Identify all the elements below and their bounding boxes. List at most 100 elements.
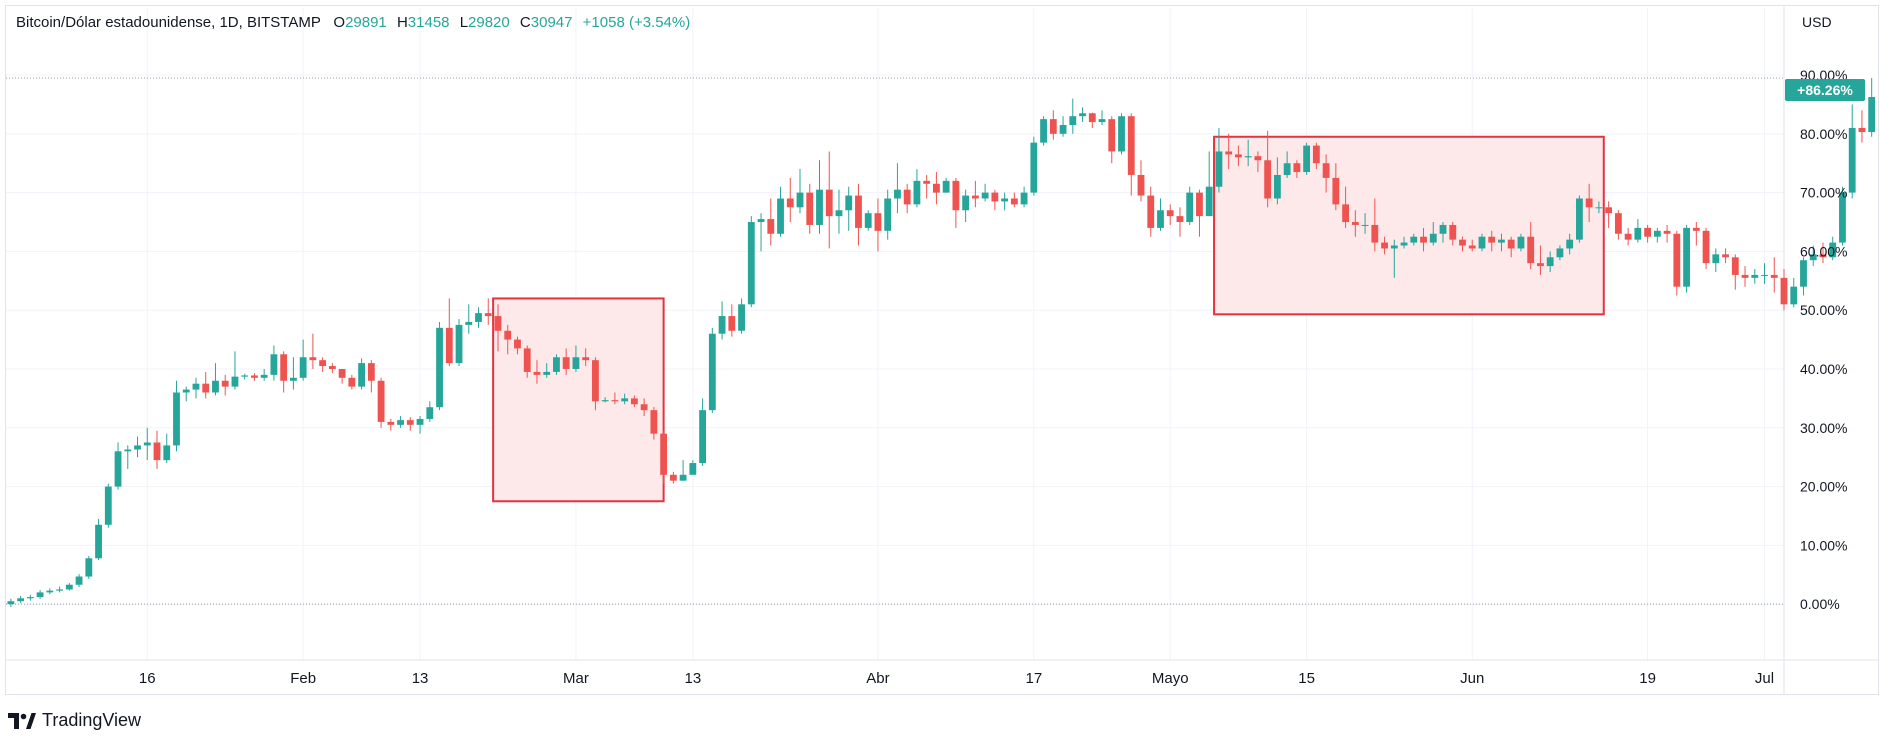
tradingview-icon: [8, 712, 36, 729]
candle-body: [903, 189, 911, 205]
candle-body: [36, 592, 44, 598]
candle-body: [1273, 174, 1281, 199]
candle-body: [1381, 242, 1388, 249]
y-tick-label: 50.00%: [1800, 302, 1847, 318]
candle-body: [699, 410, 706, 464]
candle-body: [1147, 195, 1155, 228]
y-tick-label: 30.00%: [1800, 420, 1847, 436]
candle-body: [26, 597, 34, 599]
candle-body: [1283, 163, 1291, 175]
symbol-label: Bitcoin/Dólar estadounidense, 1D, BITSTA…: [16, 14, 321, 31]
candle-body: [592, 360, 599, 402]
x-tick-label: 17: [1025, 670, 1042, 687]
candle-body: [85, 558, 93, 577]
candle-body: [1293, 163, 1301, 173]
last-value-badge: +86.26%: [1785, 79, 1865, 101]
candle-body: [397, 420, 404, 425]
candle-body: [650, 410, 658, 434]
candle-body: [1420, 236, 1427, 243]
candle-body: [1001, 198, 1009, 202]
candle-body: [328, 366, 336, 369]
candle-body: [1176, 216, 1184, 223]
candle-body: [533, 371, 541, 375]
candle-body: [1459, 239, 1466, 246]
candle-body: [251, 375, 258, 378]
y-tick-label: 10.00%: [1800, 537, 1847, 553]
x-tick-label: 13: [685, 670, 702, 687]
y-tick-label: 40.00%: [1800, 361, 1847, 377]
x-tick-label: Jul: [1755, 670, 1774, 687]
candle-body: [747, 222, 755, 305]
candle-body: [280, 354, 288, 381]
candle-body: [1020, 192, 1028, 205]
x-tick-label: Jun: [1460, 670, 1484, 687]
x-tick-label: 19: [1639, 670, 1656, 687]
currency-label[interactable]: USD: [1802, 14, 1832, 30]
candle-body: [796, 192, 804, 208]
candle-body: [104, 486, 112, 525]
x-tick-label: 15: [1298, 670, 1315, 687]
candle-body: [962, 195, 970, 211]
candle-body: [1498, 239, 1505, 243]
tradingview-logo[interactable]: TradingView: [8, 710, 141, 731]
candle-body: [1858, 127, 1866, 133]
candle-body: [1030, 142, 1038, 193]
candle-body: [1770, 274, 1778, 278]
candle-body: [75, 576, 83, 585]
candle-body: [231, 376, 239, 387]
candle-body: [991, 192, 999, 202]
high-value: 31458: [407, 14, 450, 31]
candle-body: [1673, 233, 1681, 287]
candle-body: [202, 383, 210, 393]
candle-body: [1312, 145, 1320, 164]
candle-body: [1741, 274, 1749, 278]
candle-body: [377, 380, 385, 422]
candle-body: [114, 451, 122, 487]
candle-body: [1585, 198, 1593, 208]
candle-body: [504, 330, 512, 340]
candle-body: [1829, 242, 1837, 258]
candle-body: [1507, 239, 1515, 249]
candle-body: [1751, 274, 1759, 278]
candle-body: [816, 189, 823, 225]
candle-body: [1098, 119, 1106, 123]
candle-body: [484, 313, 492, 317]
candle-body: [806, 192, 814, 225]
candle-body: [660, 433, 668, 475]
candle-body: [1800, 260, 1807, 287]
candle-body: [465, 321, 473, 325]
change-value: +1058 (+3.54%): [582, 14, 691, 31]
candle-body: [163, 445, 171, 461]
candle-body: [1809, 254, 1817, 261]
candle-body: [1361, 224, 1369, 226]
candle-body: [1244, 156, 1252, 158]
candle-body: [1342, 204, 1349, 223]
candle-body: [1215, 151, 1223, 187]
candle-body: [1624, 233, 1632, 240]
candle-body: [1478, 236, 1486, 249]
candle-body: [1868, 97, 1876, 133]
y-tick-label: 70.00%: [1800, 185, 1847, 201]
candle-body: [270, 354, 278, 375]
chart-panel[interactable]: [5, 5, 1879, 695]
candlestick-chart[interactable]: 0.00% 10.00% 20.00% 30.00% 40.00% 50.00% 60.00…: [0, 0, 1880, 700]
y-tick-label: 60.00%: [1800, 243, 1847, 259]
candle-body: [669, 474, 677, 481]
candle-body: [1332, 177, 1340, 205]
candle-body: [416, 418, 424, 425]
candle-body: [1839, 192, 1846, 243]
candle-body: [942, 180, 950, 193]
candle-body: [981, 192, 989, 199]
x-tick-label: 16: [139, 670, 156, 687]
candle-body: [679, 474, 687, 481]
low-label: L: [459, 14, 469, 31]
tradingview-wordmark: TradingView: [42, 710, 142, 730]
candle-body: [1439, 224, 1447, 234]
candle-body: [1614, 213, 1622, 234]
candle-body: [611, 400, 619, 402]
candle-body: [757, 219, 765, 223]
candle-body: [1166, 210, 1174, 217]
candle-body: [1634, 227, 1642, 240]
candle-body: [173, 392, 180, 446]
candle-body: [1205, 186, 1213, 217]
